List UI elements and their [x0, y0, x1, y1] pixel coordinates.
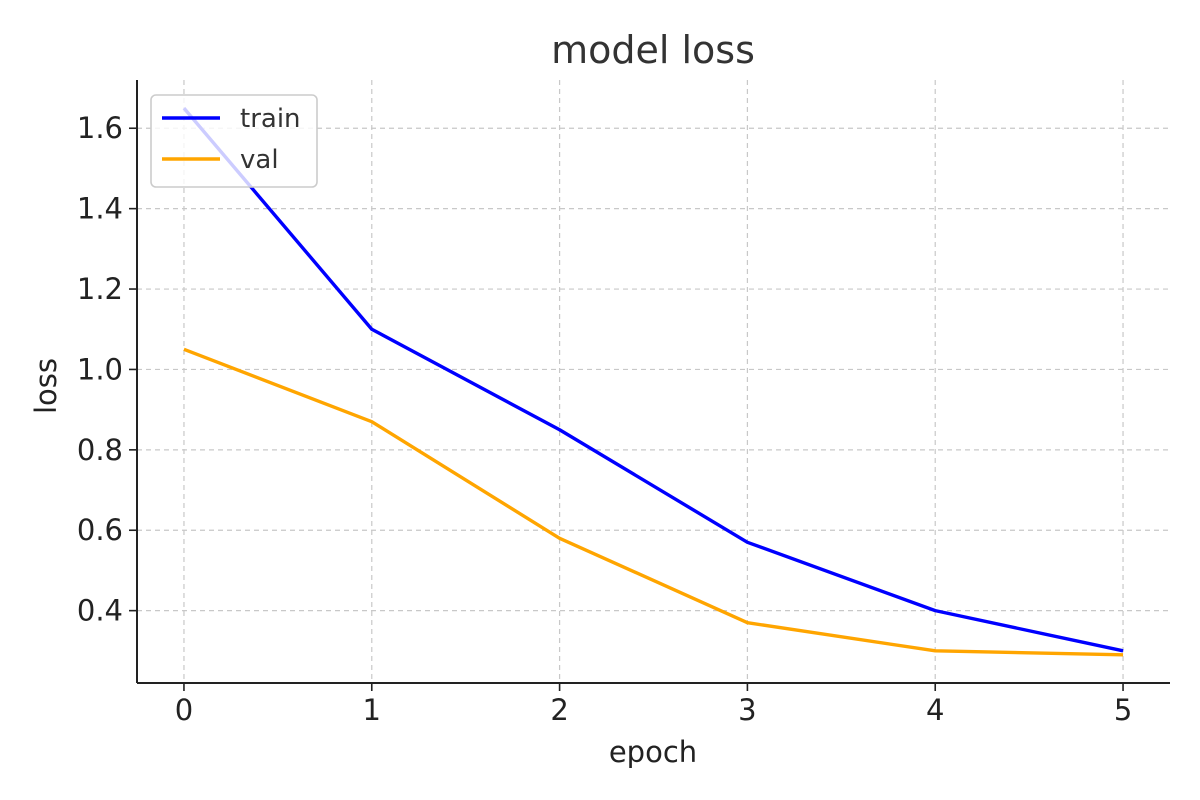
- y-axis-label: loss: [29, 358, 63, 414]
- x-tick-label: 1: [363, 693, 381, 727]
- y-tick-label: 0.8: [77, 433, 123, 467]
- y-tick-label: 0.6: [77, 513, 123, 547]
- x-tick-label: 5: [1114, 693, 1132, 727]
- grid-layer: [137, 80, 1170, 683]
- series-line-val: [183, 347, 1124, 657]
- x-tick-label: 0: [175, 693, 193, 727]
- y-tick-label: 1.6: [77, 111, 123, 145]
- ticks-layer: 0 1 2 3 4 5 0.4 0.6 0.8 1.0 1.2 1.4 1.6: [77, 111, 1132, 727]
- axes-layer: [136, 80, 1170, 684]
- y-tick-label: 1.2: [77, 272, 123, 306]
- x-tick-label: 3: [738, 693, 756, 727]
- y-tick-label: 0.4: [77, 594, 123, 628]
- x-axis-label: epoch: [609, 735, 697, 769]
- x-tick-label: 2: [550, 693, 568, 727]
- y-tick-label: 1.4: [77, 192, 123, 226]
- series-line-train: [182, 107, 1124, 653]
- x-tick-label: 4: [926, 693, 944, 727]
- legend-label-val: val: [240, 145, 279, 175]
- y-tick-label: 1.0: [77, 352, 123, 386]
- series-layer: [182, 107, 1124, 657]
- legend-label-train: train: [240, 104, 301, 134]
- chart-title: model loss: [551, 28, 755, 72]
- legend: train val: [150, 94, 318, 188]
